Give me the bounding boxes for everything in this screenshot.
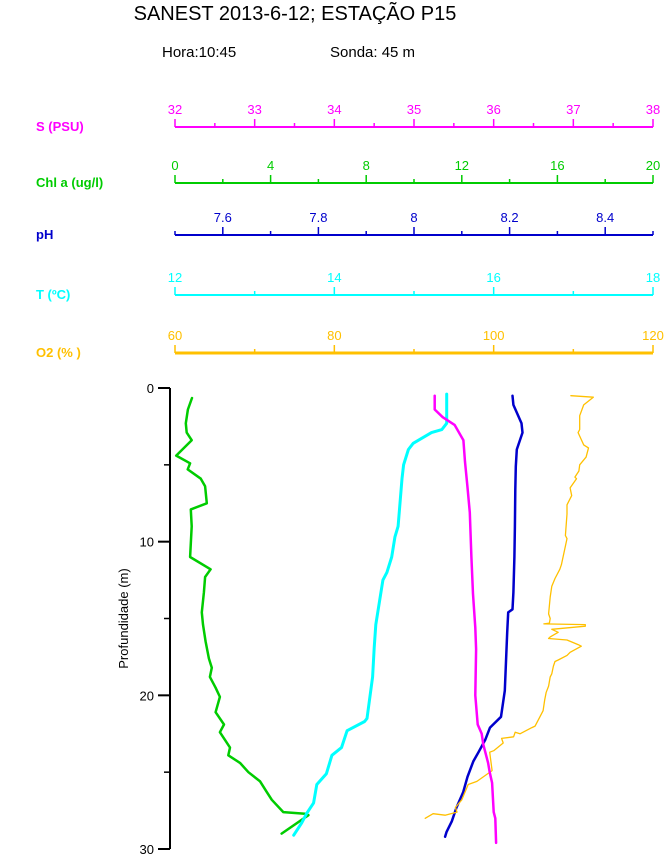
ruler-T: 12 14 16 18 T (ºC): [36, 270, 660, 302]
svg-text:33: 33: [247, 102, 261, 117]
curve-Chl: [174, 396, 310, 835]
svg-text:16: 16: [486, 270, 500, 285]
header-hora: Hora:10:45: [162, 44, 237, 61]
curve-O2: [424, 395, 594, 819]
svg-text:8: 8: [363, 158, 370, 173]
svg-text:120: 120: [642, 328, 664, 343]
svg-text:30: 30: [140, 842, 154, 857]
header-sonda: Sonda: 45 m: [330, 44, 416, 61]
svg-text:8.4: 8.4: [596, 210, 614, 225]
chart-title: SANEST 2013-6-12; ESTAÇÃO P15: [133, 3, 457, 25]
svg-text:16: 16: [550, 158, 564, 173]
depth-axis: 0 10 20 30 Profundidade (m): [116, 381, 171, 857]
svg-text:20: 20: [140, 688, 154, 703]
svg-text:35: 35: [407, 102, 421, 117]
svg-text:Chl a (ug/l): Chl a (ug/l): [36, 175, 103, 190]
svg-text:O2 (% ): O2 (% ): [36, 345, 81, 360]
svg-text:10: 10: [140, 535, 154, 550]
svg-text:37: 37: [566, 102, 580, 117]
svg-text:0: 0: [147, 381, 154, 396]
depth-axis-label: Profundidade (m): [116, 568, 131, 668]
ruler-O2: 60 80 100 120 O2 (% ): [36, 328, 664, 360]
ruler-S: 32 33 34 35 36 37 38 S (PSU): [36, 102, 660, 134]
svg-text:T (ºC): T (ºC): [36, 287, 70, 302]
svg-text:32: 32: [168, 102, 182, 117]
svg-text:38: 38: [646, 102, 660, 117]
svg-text:14: 14: [327, 270, 341, 285]
svg-text:pH: pH: [36, 227, 53, 242]
svg-text:0: 0: [171, 158, 178, 173]
curve-T: [292, 392, 449, 837]
svg-text:8.2: 8.2: [501, 210, 519, 225]
svg-text:S (PSU): S (PSU): [36, 119, 84, 134]
ruler-pH: 7.6 7.8 8 8.2 8.4 pH: [36, 210, 654, 242]
curve-S: [433, 394, 498, 845]
svg-text:7.6: 7.6: [214, 210, 232, 225]
svg-text:7.8: 7.8: [309, 210, 327, 225]
curve-pH: [443, 394, 524, 838]
svg-text:12: 12: [168, 270, 182, 285]
svg-text:36: 36: [486, 102, 500, 117]
svg-text:80: 80: [327, 328, 341, 343]
svg-text:8: 8: [410, 210, 417, 225]
ruler-Chl: 0 4 8 12 16 20 Chl a (ug/l): [36, 158, 660, 190]
svg-text:4: 4: [267, 158, 274, 173]
svg-text:12: 12: [455, 158, 469, 173]
svg-text:34: 34: [327, 102, 341, 117]
svg-text:20: 20: [646, 158, 660, 173]
svg-text:60: 60: [168, 328, 182, 343]
svg-text:100: 100: [483, 328, 505, 343]
svg-text:18: 18: [646, 270, 660, 285]
